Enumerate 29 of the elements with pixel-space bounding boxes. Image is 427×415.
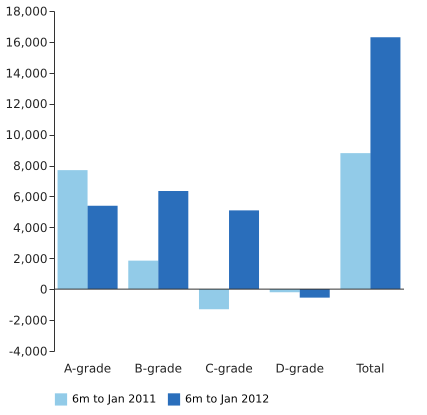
y-tick-label: 10,000 — [6, 128, 48, 142]
y-tick-label: 16,000 — [6, 35, 48, 50]
y-tick-label: -2,000 — [8, 314, 48, 328]
y-tick-label: 14,000 — [6, 66, 48, 80]
y-tick-label: 0 — [40, 282, 48, 297]
legend-label: 6m to Jan 2012 — [185, 392, 270, 406]
x-tick-label: A-grade — [64, 362, 112, 376]
bar — [158, 191, 188, 290]
bar — [198, 289, 229, 310]
x-tick-label: Total — [355, 362, 384, 376]
bar — [128, 260, 158, 290]
bar — [88, 206, 118, 290]
bar — [370, 37, 400, 290]
x-tick-label: D-grade — [275, 362, 324, 376]
y-tick-label: 18,000 — [6, 4, 48, 18]
bar — [58, 170, 88, 290]
y-tick-label: 4,000 — [13, 220, 48, 235]
y-tick-label: 6,000 — [13, 190, 48, 204]
bar — [270, 289, 300, 292]
y-tick-label: 8,000 — [13, 159, 48, 174]
y-tick-label: -4,000 — [8, 344, 48, 358]
legend-label: 6m to Jan 2011 — [72, 392, 156, 406]
y-tick-label: 2,000 — [13, 252, 48, 266]
bar — [340, 153, 370, 290]
y-tick-label: 12,000 — [6, 97, 48, 112]
bar — [300, 289, 330, 298]
x-tick-label: C-grade — [205, 362, 253, 376]
x-tick-label: B-grade — [134, 362, 182, 376]
bar — [229, 210, 260, 290]
